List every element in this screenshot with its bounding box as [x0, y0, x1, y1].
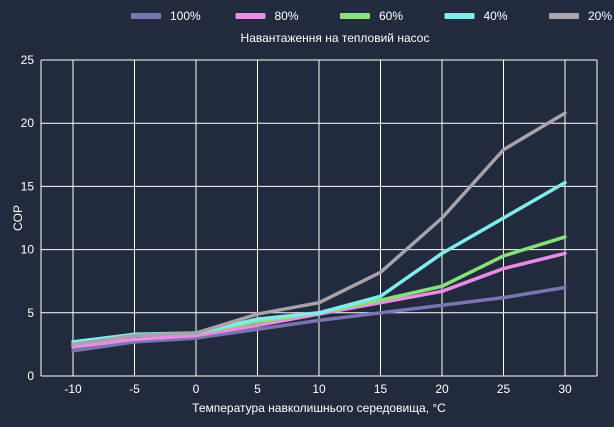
x-tick-label: 0: [193, 382, 200, 396]
x-tick-label: 30: [558, 382, 572, 396]
legend-swatch: [444, 13, 475, 19]
series-line-20pct: [71, 111, 567, 347]
series-lines: [71, 111, 567, 353]
y-tick-label: 10: [21, 243, 35, 257]
legend-swatch: [340, 13, 370, 19]
y-tick-labels: 0 5 10 15 20 25: [21, 53, 35, 383]
legend-label: 100%: [170, 9, 201, 23]
y-tick-label: 25: [21, 53, 35, 67]
legend-label: 80%: [275, 9, 299, 23]
x-tick-label: -10: [64, 382, 82, 396]
legend-swatch: [131, 13, 161, 19]
series-line-100pct: [71, 285, 567, 353]
y-tick-label: 0: [27, 369, 34, 383]
legend-swatch: [549, 13, 579, 19]
y-tick-label: 5: [27, 306, 34, 320]
x-tick-labels: -10 -5 0 5 10 15 20 25 30: [64, 382, 572, 396]
y-axis-label: COP: [11, 205, 25, 231]
x-tick-label: 20: [435, 382, 449, 396]
x-tick-label: -5: [129, 382, 140, 396]
gridlines: [40, 59, 598, 377]
x-axis-label: Температура навколишнього середовища, °C: [192, 401, 446, 415]
legend-label: 60%: [379, 9, 403, 23]
legend: 100% 80% 60% 40% 20%: [131, 9, 612, 23]
x-tick-label: 15: [374, 382, 388, 396]
legend-title: Навантаження на тепловий насос: [241, 31, 430, 45]
legend-label: 40%: [484, 9, 508, 23]
y-tick-label: 15: [21, 179, 35, 193]
x-tick-label: 10: [312, 382, 326, 396]
legend-label: 20%: [588, 9, 612, 23]
x-tick-label: 5: [254, 382, 261, 396]
y-tick-label: 20: [21, 116, 35, 130]
x-tick-label: 25: [497, 382, 511, 396]
legend-swatch: [235, 13, 266, 19]
